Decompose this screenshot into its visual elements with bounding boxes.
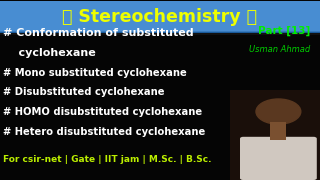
Bar	[0, 22, 320, 32]
Text: cyclohexane: cyclohexane	[3, 48, 96, 58]
FancyBboxPatch shape	[240, 137, 317, 180]
Bar	[0, 24, 320, 32]
Text: # Hetero disubstituted cyclohexane: # Hetero disubstituted cyclohexane	[3, 127, 205, 137]
Bar	[0, 2, 320, 31]
Text: For csir-net | Gate | IIT jam | M.Sc. | B.Sc.: For csir-net | Gate | IIT jam | M.Sc. | …	[3, 155, 212, 164]
Text: Usman Ahmad: Usman Ahmad	[249, 45, 310, 54]
Bar	[0, 4, 320, 31]
Bar	[0, 15, 320, 32]
Text: # Conformation of substituted: # Conformation of substituted	[3, 28, 194, 38]
Bar	[0, 11, 320, 31]
Bar	[0, 13, 320, 32]
Bar	[0, 17, 320, 32]
Bar	[0, 9, 320, 31]
Bar	[0, 7, 320, 31]
Circle shape	[256, 99, 301, 124]
Bar	[0, 1, 320, 31]
Bar	[0, 21, 320, 32]
Text: # Disubstituted cyclohexane: # Disubstituted cyclohexane	[3, 87, 165, 97]
Text: Part [13]: Part [13]	[258, 26, 310, 36]
Bar	[230, 90, 320, 180]
Bar	[0, 8, 320, 31]
Bar	[0, 29, 320, 32]
Bar	[0, 12, 320, 32]
Bar	[0, 10, 320, 32]
Bar	[270, 122, 286, 140]
Bar	[0, 27, 320, 32]
Bar	[0, 3, 320, 31]
Bar	[0, 6, 320, 31]
Text: 🔥 Stereochemistry 🔥: 🔥 Stereochemistry 🔥	[62, 8, 258, 26]
Text: # Mono substituted cyclohexane: # Mono substituted cyclohexane	[3, 68, 187, 78]
Bar	[0, 20, 320, 32]
Bar	[0, 19, 320, 32]
Bar	[0, 30, 320, 32]
Bar	[0, 31, 320, 32]
Bar	[0, 23, 320, 32]
Bar	[0, 33, 320, 35]
Bar	[0, 28, 320, 32]
Bar	[0, 26, 320, 32]
Bar	[0, 14, 320, 32]
Bar	[0, 18, 320, 32]
Bar	[0, 32, 320, 33]
Text: # HOMO disubstituted cyclohexane: # HOMO disubstituted cyclohexane	[3, 107, 202, 117]
